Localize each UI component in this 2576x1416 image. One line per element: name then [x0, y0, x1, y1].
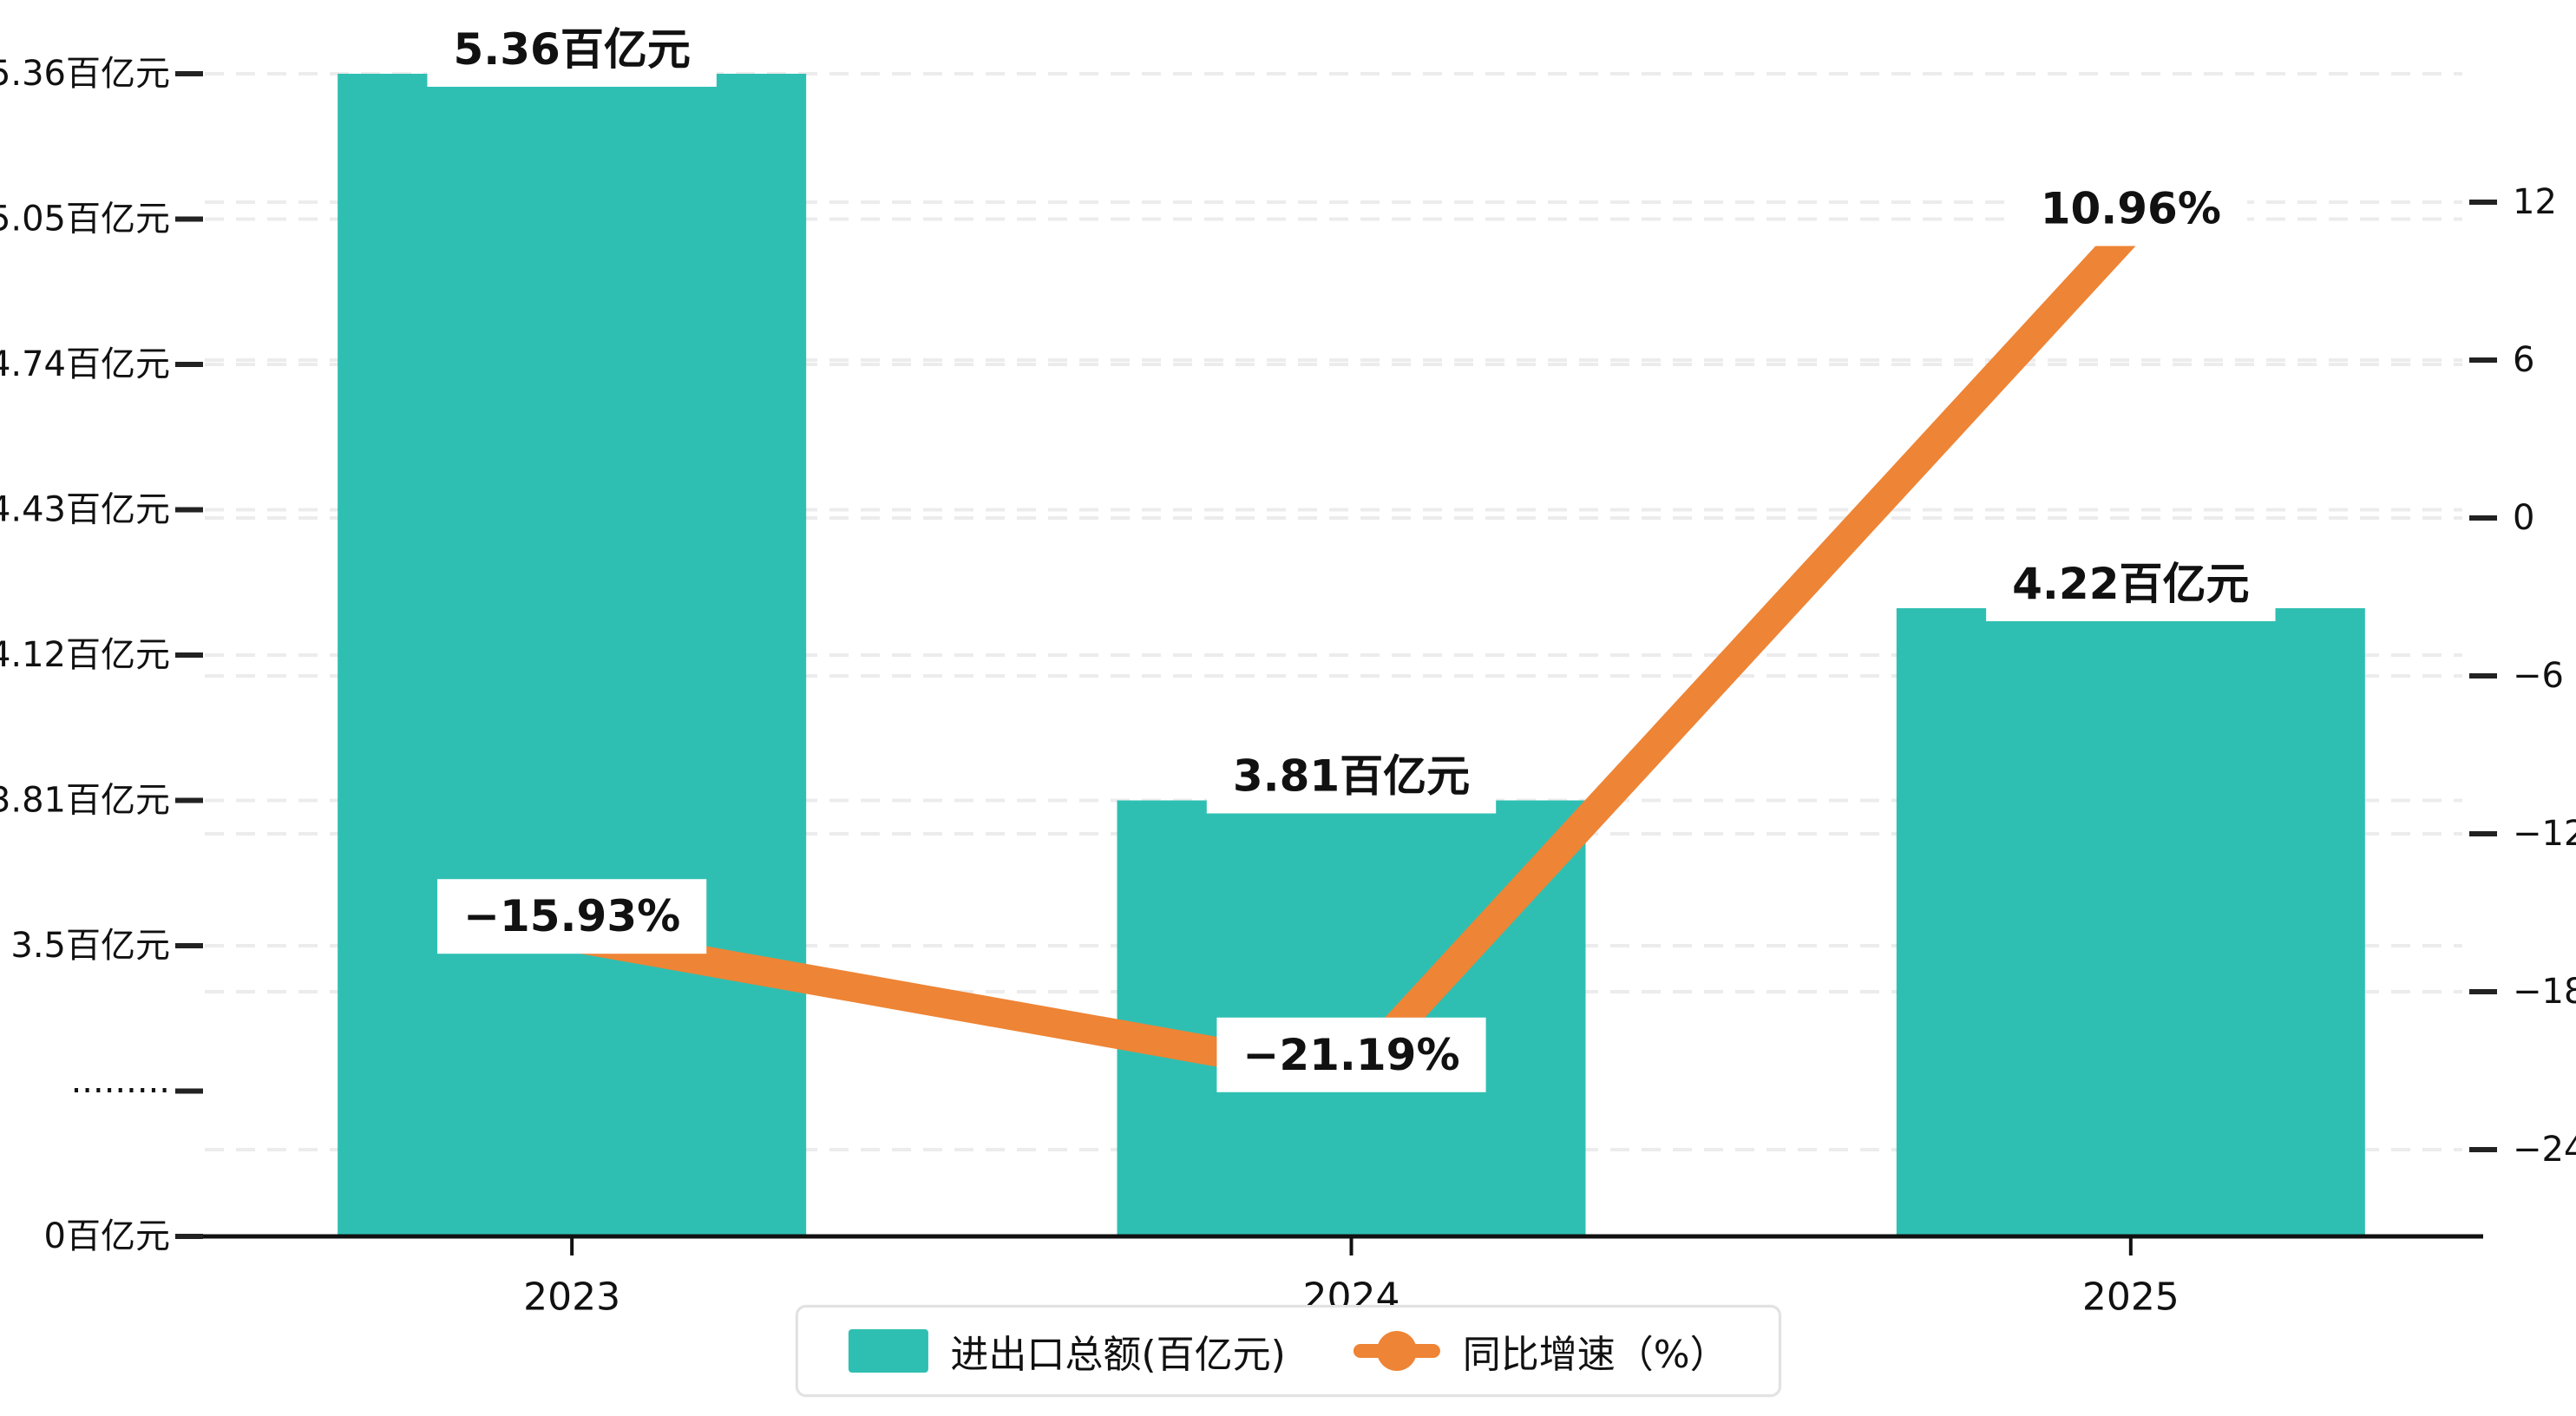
line-series-dot-icon: [1376, 1331, 1417, 1371]
left-axis-label-3: 4.43百亿元: [0, 490, 170, 530]
right-axis-label--12: −12: [2513, 814, 2576, 854]
legend-item-bar-series[interactable]: 进出口总额(百亿元): [848, 1323, 1286, 1379]
left-axis-label-0: 5.36百亿元: [0, 54, 170, 94]
bar-2025[interactable]: [1896, 607, 2365, 1236]
line-value-label-2025: 10.96%: [2041, 184, 2221, 234]
right-axis-label-12: 12: [2513, 182, 2557, 222]
right-axis-label-0: 0: [2513, 498, 2534, 538]
line-value-label-2025-bg: [2014, 171, 2247, 246]
left-axis-label-4: 4.12百亿元: [0, 635, 170, 675]
left-axis-label-8: 0百亿元: [44, 1216, 170, 1256]
line-value-label-2024-bg: [1216, 1017, 1486, 1092]
bar-value-label-2023-bg: [427, 12, 717, 87]
left-axis-label-2: 4.74百亿元: [0, 344, 170, 384]
legend: 进出口总额(百亿元) 同比增速（%）: [795, 1305, 1781, 1397]
right-axis-label-6: 6: [2513, 340, 2534, 380]
left-axis-label-5: 3.81百亿元: [0, 781, 170, 821]
right-axis-label--18: −18: [2513, 972, 2576, 1012]
bar-value-label-2024: 3.81百亿元: [1233, 751, 1470, 802]
bar-series-swatch-icon: [848, 1329, 928, 1373]
legend-label-bar-series: 进出口总额(百亿元): [950, 1333, 1286, 1377]
line-value-label-2023-bg: [437, 879, 707, 954]
line-value-label-2024: −21.19%: [1242, 1030, 1459, 1080]
left-axis-label-1: 5.05百亿元: [0, 200, 170, 239]
bar-2023[interactable]: [338, 74, 807, 1236]
legend-item-line-series[interactable]: 同比增速（%）: [1353, 1323, 1728, 1379]
bar-value-label-2025-bg: [1986, 546, 2276, 621]
x-tick-label-2023: 2023: [523, 1275, 620, 1320]
left-axis-label-7: ·········: [71, 1072, 170, 1111]
right-axis-label--6: −6: [2513, 656, 2564, 696]
line-series-swatch-icon: [1353, 1331, 1440, 1371]
line-value-label-2023: −15.93%: [463, 891, 680, 941]
bar-value-label-2023: 5.36百亿元: [453, 24, 690, 75]
legend-label-line-series: 同比增速（%）: [1462, 1333, 1728, 1377]
left-axis-label-6: 3.5百亿元: [10, 926, 170, 966]
bar-value-label-2024-bg: [1206, 738, 1497, 814]
right-axis-label--24: −24: [2513, 1130, 2576, 1170]
bar-value-label-2025: 4.22百亿元: [2012, 559, 2249, 609]
x-tick-label-2025: 2025: [2082, 1275, 2179, 1320]
